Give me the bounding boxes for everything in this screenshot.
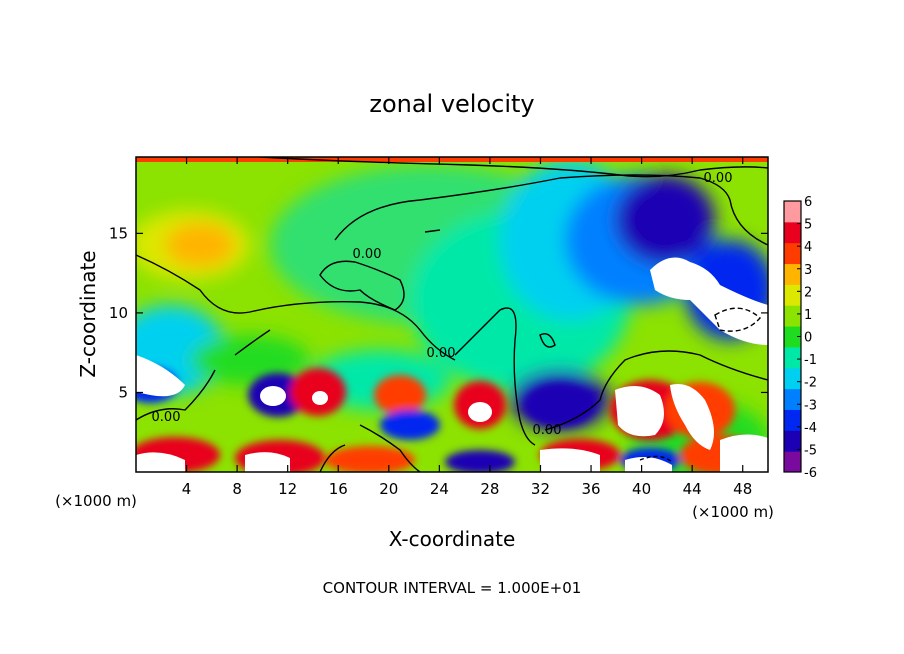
colorbar-label: 6 [804, 195, 812, 210]
zero-contours [136, 157, 768, 472]
colorbar: -6 -5 -4 -3 -2 -1 0 1 2 3 4 5 6 [783, 195, 817, 481]
y-tick-label: 15 [109, 224, 128, 242]
colorbar-swatch [784, 284, 801, 306]
colorbar-label: -3 [804, 398, 817, 413]
x-axis-label: X-coordinate [389, 527, 516, 551]
heatmap-field [136, 157, 768, 472]
x-tick-label: 12 [278, 480, 297, 498]
x-tick-label: 48 [733, 480, 752, 498]
contour-labels: 0.00 0.00 0.00 0.00 0.00 [152, 171, 733, 438]
colorbar-label: -4 [804, 421, 817, 436]
chart-title: zonal velocity [369, 90, 534, 118]
colorbar-swatch [784, 221, 801, 244]
colorbar-swatch [784, 451, 801, 473]
colorbar-label: -6 [804, 466, 817, 481]
contour-interval-note: CONTOUR INTERVAL = 1.000E+01 [323, 579, 582, 597]
colorbar-swatch [784, 367, 801, 390]
x-tick-label: 44 [683, 480, 702, 498]
colorbar-swatch [784, 263, 801, 285]
colorbar-swatch [784, 305, 801, 327]
x-tick-label: 4 [182, 480, 192, 498]
colorbar-swatch [784, 201, 801, 223]
y-tick-label: 10 [109, 304, 128, 322]
colorbar-label: 4 [804, 240, 812, 255]
x-tick-label: 40 [632, 480, 651, 498]
contour-label: 0.00 [704, 171, 733, 186]
plot-frame [135, 156, 769, 473]
y-tick-label: 5 [118, 383, 128, 401]
colorbar-swatch [784, 409, 801, 431]
x-axis: 4 8 12 16 20 24 28 32 36 40 44 48 [182, 157, 752, 498]
colorbar-label: 1 [804, 308, 812, 323]
x-axis-unit-left: (×1000 m) [55, 492, 137, 510]
colorbar-swatch [784, 242, 801, 265]
colorbar-swatch [784, 388, 801, 410]
colorbar-label: -5 [804, 443, 817, 458]
y-axis-label: Z-coordinate [76, 250, 100, 377]
colorbar-label: -1 [804, 353, 817, 368]
colorbar-label: 2 [804, 285, 812, 300]
x-axis-unit-right: (×1000 m) [692, 503, 774, 521]
contour-label: 0.00 [152, 410, 181, 425]
x-tick-label: 8 [232, 480, 242, 498]
colorbar-label: 3 [804, 263, 812, 278]
x-tick-label: 20 [379, 480, 398, 498]
colorbar-swatch [784, 430, 801, 452]
contour-label: 0.00 [533, 423, 562, 438]
contour-label: 0.00 [353, 247, 382, 262]
x-tick-label: 36 [581, 480, 600, 498]
colorbar-swatch [784, 346, 801, 369]
contour-label: 0.00 [427, 346, 456, 361]
x-tick-label: 32 [531, 480, 550, 498]
colorbar-swatch [784, 326, 801, 348]
colorbar-label: 5 [804, 218, 812, 233]
x-tick-label: 24 [430, 480, 449, 498]
colorbar-label: -2 [804, 376, 817, 391]
y-axis: 5 10 15 [109, 224, 768, 401]
colorbar-label: 0 [804, 331, 812, 346]
x-tick-label: 28 [480, 480, 499, 498]
x-tick-label: 16 [329, 480, 348, 498]
